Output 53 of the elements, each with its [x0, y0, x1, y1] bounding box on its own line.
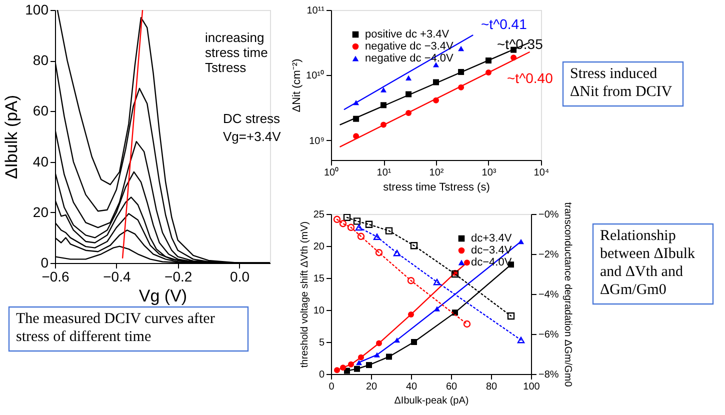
y-axis-title: ΔIbulk (pA)	[2, 94, 22, 180]
y-axis-title: threshold voltage shift ΔVth (mV)	[299, 221, 310, 368]
legend-label: positive dc +3.4V	[365, 28, 450, 40]
text: Stress induced ΔNit from DCIV	[570, 66, 672, 100]
x-tick-label: 60	[446, 382, 458, 392]
x-tick-label: 10⁴	[534, 168, 550, 178]
y-tick-label: 15	[313, 274, 325, 284]
annotation: increasing stress time Tstress	[205, 30, 268, 75]
x-axis-title: ΔIbulk-peak (pA)	[394, 396, 469, 406]
annotation: Vg=+3.4V	[223, 129, 282, 144]
text: The measured DCIV curves after stress of different time	[16, 311, 215, 345]
x-tick-label: 80	[486, 382, 498, 392]
x-tick-label: 40	[406, 382, 418, 392]
y2-tick-label: −2%	[538, 250, 559, 260]
x-axis-title: stress time Tstress (s)	[383, 182, 490, 194]
y-axis-title: ΔNit (cm⁻²)	[291, 58, 304, 112]
x-tick-label: 100	[523, 382, 540, 392]
annotation: ~t^0.41	[481, 16, 528, 32]
y-tick-label: 20	[32, 204, 49, 220]
x-tick-label: 10¹	[376, 168, 392, 178]
y-tick-label: 80	[32, 52, 49, 68]
annotation: ~t^0.40	[507, 70, 554, 86]
x-tick-label: 10³	[482, 168, 497, 178]
legend-label: dc+3.4V	[471, 232, 512, 244]
x-tick-label: 10⁰	[324, 166, 340, 178]
y-tick-label: 10¹⁰	[306, 70, 324, 82]
x-axis-title: Vg (V)	[138, 286, 188, 306]
annotation: ~t^0.35	[497, 36, 544, 52]
y2-tick-label: −8%	[538, 370, 559, 380]
y-tick-label: 10⁹	[309, 136, 324, 147]
y2-tick-label: −0%	[538, 210, 559, 220]
y-tick-label: 20	[313, 242, 325, 252]
y-tick-label: 10¹¹	[306, 6, 326, 16]
y-tick-label: 60	[32, 102, 49, 119]
y2-axis-title: transconductance degradation ΔGm/Gm0	[562, 202, 573, 388]
y-tick-label: 10	[313, 306, 325, 316]
x-tick-label: −0.4	[103, 268, 131, 284]
y-tick-label: 5	[318, 338, 325, 348]
y-tick-label: 0	[318, 370, 325, 380]
y-tick-label: 25	[313, 210, 325, 220]
y-tick-label: 100	[25, 2, 49, 18]
y-tick-label: 0	[40, 254, 49, 270]
y2-tick-label: −6%	[538, 330, 559, 340]
y2-tick-label: −4%	[538, 290, 559, 300]
legend-label: negative dc −3.4V	[365, 40, 454, 52]
x-tick-label: −0.2	[164, 268, 192, 284]
x-tick-label: 0.0	[230, 268, 250, 284]
x-tick-label: 0	[328, 382, 335, 392]
text: Relationship between ΔIbulk and ΔVth and ΔGm/Gm0	[600, 228, 696, 298]
x-tick-label: 10²	[429, 168, 444, 178]
annotation: DC stress	[223, 111, 281, 126]
x-tick-label: 20	[366, 382, 378, 392]
x-tick-label: −0.6	[42, 268, 70, 284]
